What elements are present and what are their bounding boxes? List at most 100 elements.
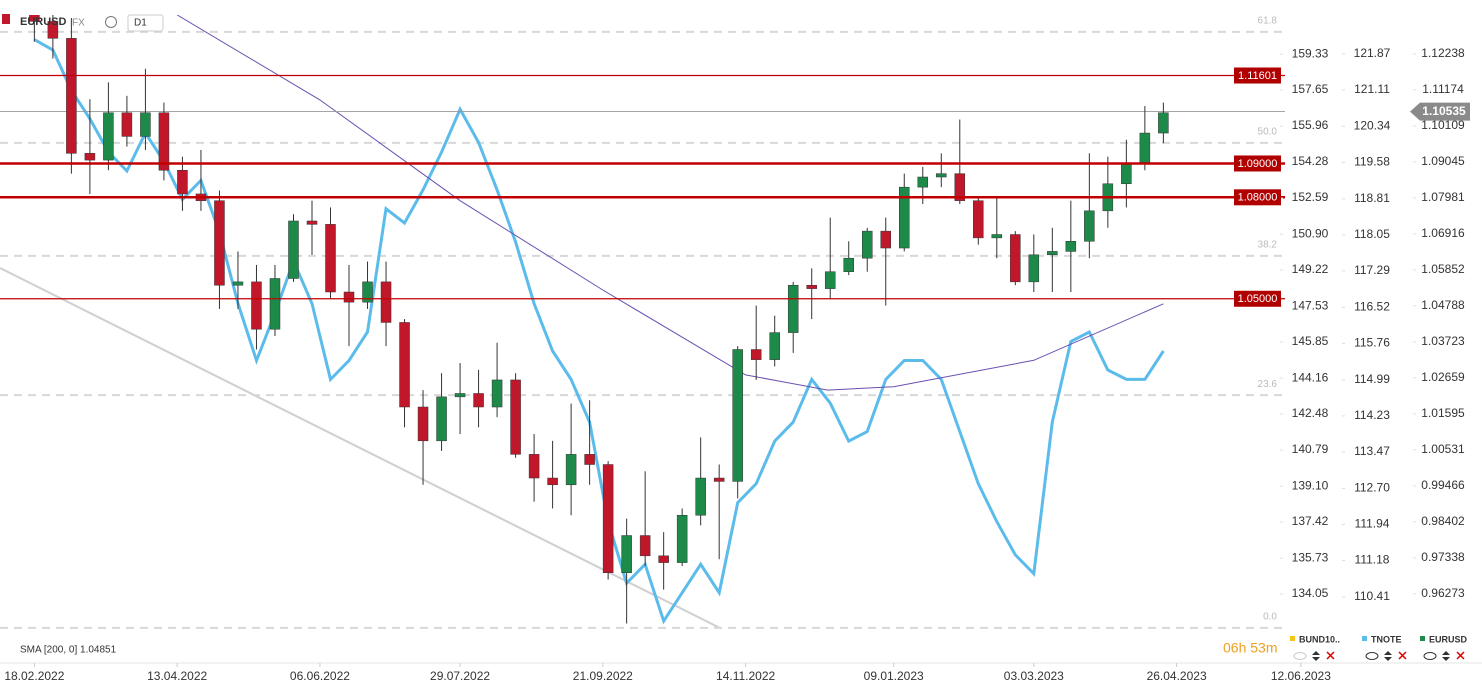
legend-label: TNOTE (1371, 634, 1402, 644)
order-icon (1442, 651, 1450, 661)
legend-swatch (1290, 636, 1295, 641)
candle-body (713, 477, 725, 482)
level-label: 1.05000 (1238, 293, 1278, 305)
order-icon (1312, 651, 1320, 661)
candle-body (121, 112, 133, 137)
interval[interactable]: D1 (134, 18, 147, 29)
candle-body (806, 284, 817, 289)
x-tick-label: 13.04.2022 (147, 669, 207, 683)
candle-body (769, 332, 780, 360)
candle-body (547, 477, 558, 486)
y-tick-label: 118.81 (1354, 191, 1390, 205)
level-label-box (1234, 290, 1281, 307)
fib-label: 23.6 (1258, 379, 1278, 390)
level-label-box (1234, 189, 1281, 206)
y-tick-label: 121.11 (1354, 82, 1390, 96)
x-tick-label: 18.02.2022 (4, 669, 64, 683)
candle-body (732, 349, 743, 482)
y-tick-label: 112.70 (1354, 481, 1390, 495)
candle-body (584, 454, 595, 465)
candle-body (454, 393, 466, 398)
level-label-box (1234, 67, 1281, 84)
y-tick-label: 113.47 (1354, 444, 1390, 458)
candle-body (602, 464, 614, 573)
candle-body (380, 281, 392, 323)
y-tick-label: 0.97338 (1421, 550, 1465, 564)
y-tick-label: 1.12238 (1421, 46, 1465, 60)
candle-body (936, 173, 947, 178)
candle-body (843, 257, 854, 272)
candle-body (658, 555, 669, 563)
candle-body (1158, 112, 1169, 134)
last-price-box (1410, 102, 1470, 121)
fib-label: 61.8 (1258, 16, 1278, 27)
order-icon (1384, 651, 1392, 661)
x-tick-label: 14.11.2022 (716, 669, 775, 683)
y-tick-label: 1.07981 (1421, 190, 1465, 204)
candle-body (436, 396, 447, 442)
candle-body (140, 112, 151, 137)
trend-line (0, 267, 721, 629)
candle-body (47, 21, 59, 39)
legend-label: EURUSD (1429, 634, 1468, 644)
legend-controls[interactable] (1423, 651, 1465, 661)
candle-body (232, 281, 244, 286)
candle-body (362, 281, 373, 303)
candle-body (1084, 210, 1095, 242)
y-tick-label: 147.53 (1292, 298, 1329, 312)
y-tick-label: 1.04788 (1421, 298, 1465, 312)
x-tick-label: 12.06.2023 (1271, 669, 1331, 683)
candle-body (750, 349, 762, 360)
y-tick-label: 144.16 (1292, 370, 1329, 384)
candle-body (84, 153, 96, 161)
y-tick-label: 135.73 (1292, 550, 1329, 564)
candle-body (1047, 251, 1058, 256)
candle-body (991, 234, 1003, 239)
level-label: 1.08000 (1238, 192, 1278, 204)
candle-body (510, 379, 521, 455)
candle-body (66, 38, 77, 154)
candle-body (325, 224, 336, 293)
legend-controls[interactable] (1365, 651, 1407, 661)
candle-body (399, 322, 410, 408)
eye-icon (1365, 652, 1379, 660)
candle-body (1065, 241, 1077, 252)
candle-body (621, 535, 632, 573)
legend-controls[interactable] (1293, 651, 1335, 661)
candle-body (288, 220, 299, 279)
candle-body (1010, 234, 1021, 283)
info-icon[interactable] (105, 16, 117, 28)
level-label-box (1234, 155, 1281, 172)
x-tick-label: 21.09.2022 (573, 669, 633, 683)
candle-body (639, 535, 651, 557)
y-tick-label: 137.42 (1292, 514, 1329, 528)
y-tick-label: 134.05 (1292, 586, 1329, 600)
y-tick-label: 111.94 (1355, 517, 1390, 531)
y-tick-label: 155.96 (1292, 118, 1329, 132)
y-tick-label: 1.09045 (1421, 154, 1465, 168)
y-tick-label: 139.10 (1292, 478, 1329, 492)
level-label: 1.11601 (1238, 70, 1277, 82)
fib-label: 38.2 (1258, 239, 1278, 250)
candle-body (1139, 132, 1151, 164)
candle-body (824, 271, 836, 289)
candle-body (954, 173, 966, 201)
candle-body (29, 15, 40, 22)
y-tick-label: 140.79 (1292, 442, 1329, 456)
candle-body (177, 169, 188, 195)
candle-body (306, 220, 318, 225)
y-tick-label: 150.90 (1292, 226, 1329, 240)
y-tick-label: 159.33 (1292, 46, 1329, 60)
legend-label: BUND10.. (1299, 634, 1340, 644)
candle-body (1028, 254, 1040, 283)
y-tick-label: 115.76 (1354, 336, 1390, 350)
eye-icon (1423, 652, 1437, 660)
y-tick-label: 1.01595 (1421, 406, 1465, 420)
y-tick-label: 1.03723 (1421, 334, 1465, 348)
symbol-icon (2, 14, 10, 24)
fib-label: 0.0 (1263, 612, 1277, 623)
y-tick-label: 149.22 (1292, 262, 1329, 276)
candle-body (787, 284, 799, 333)
interval-box[interactable] (127, 14, 164, 32)
